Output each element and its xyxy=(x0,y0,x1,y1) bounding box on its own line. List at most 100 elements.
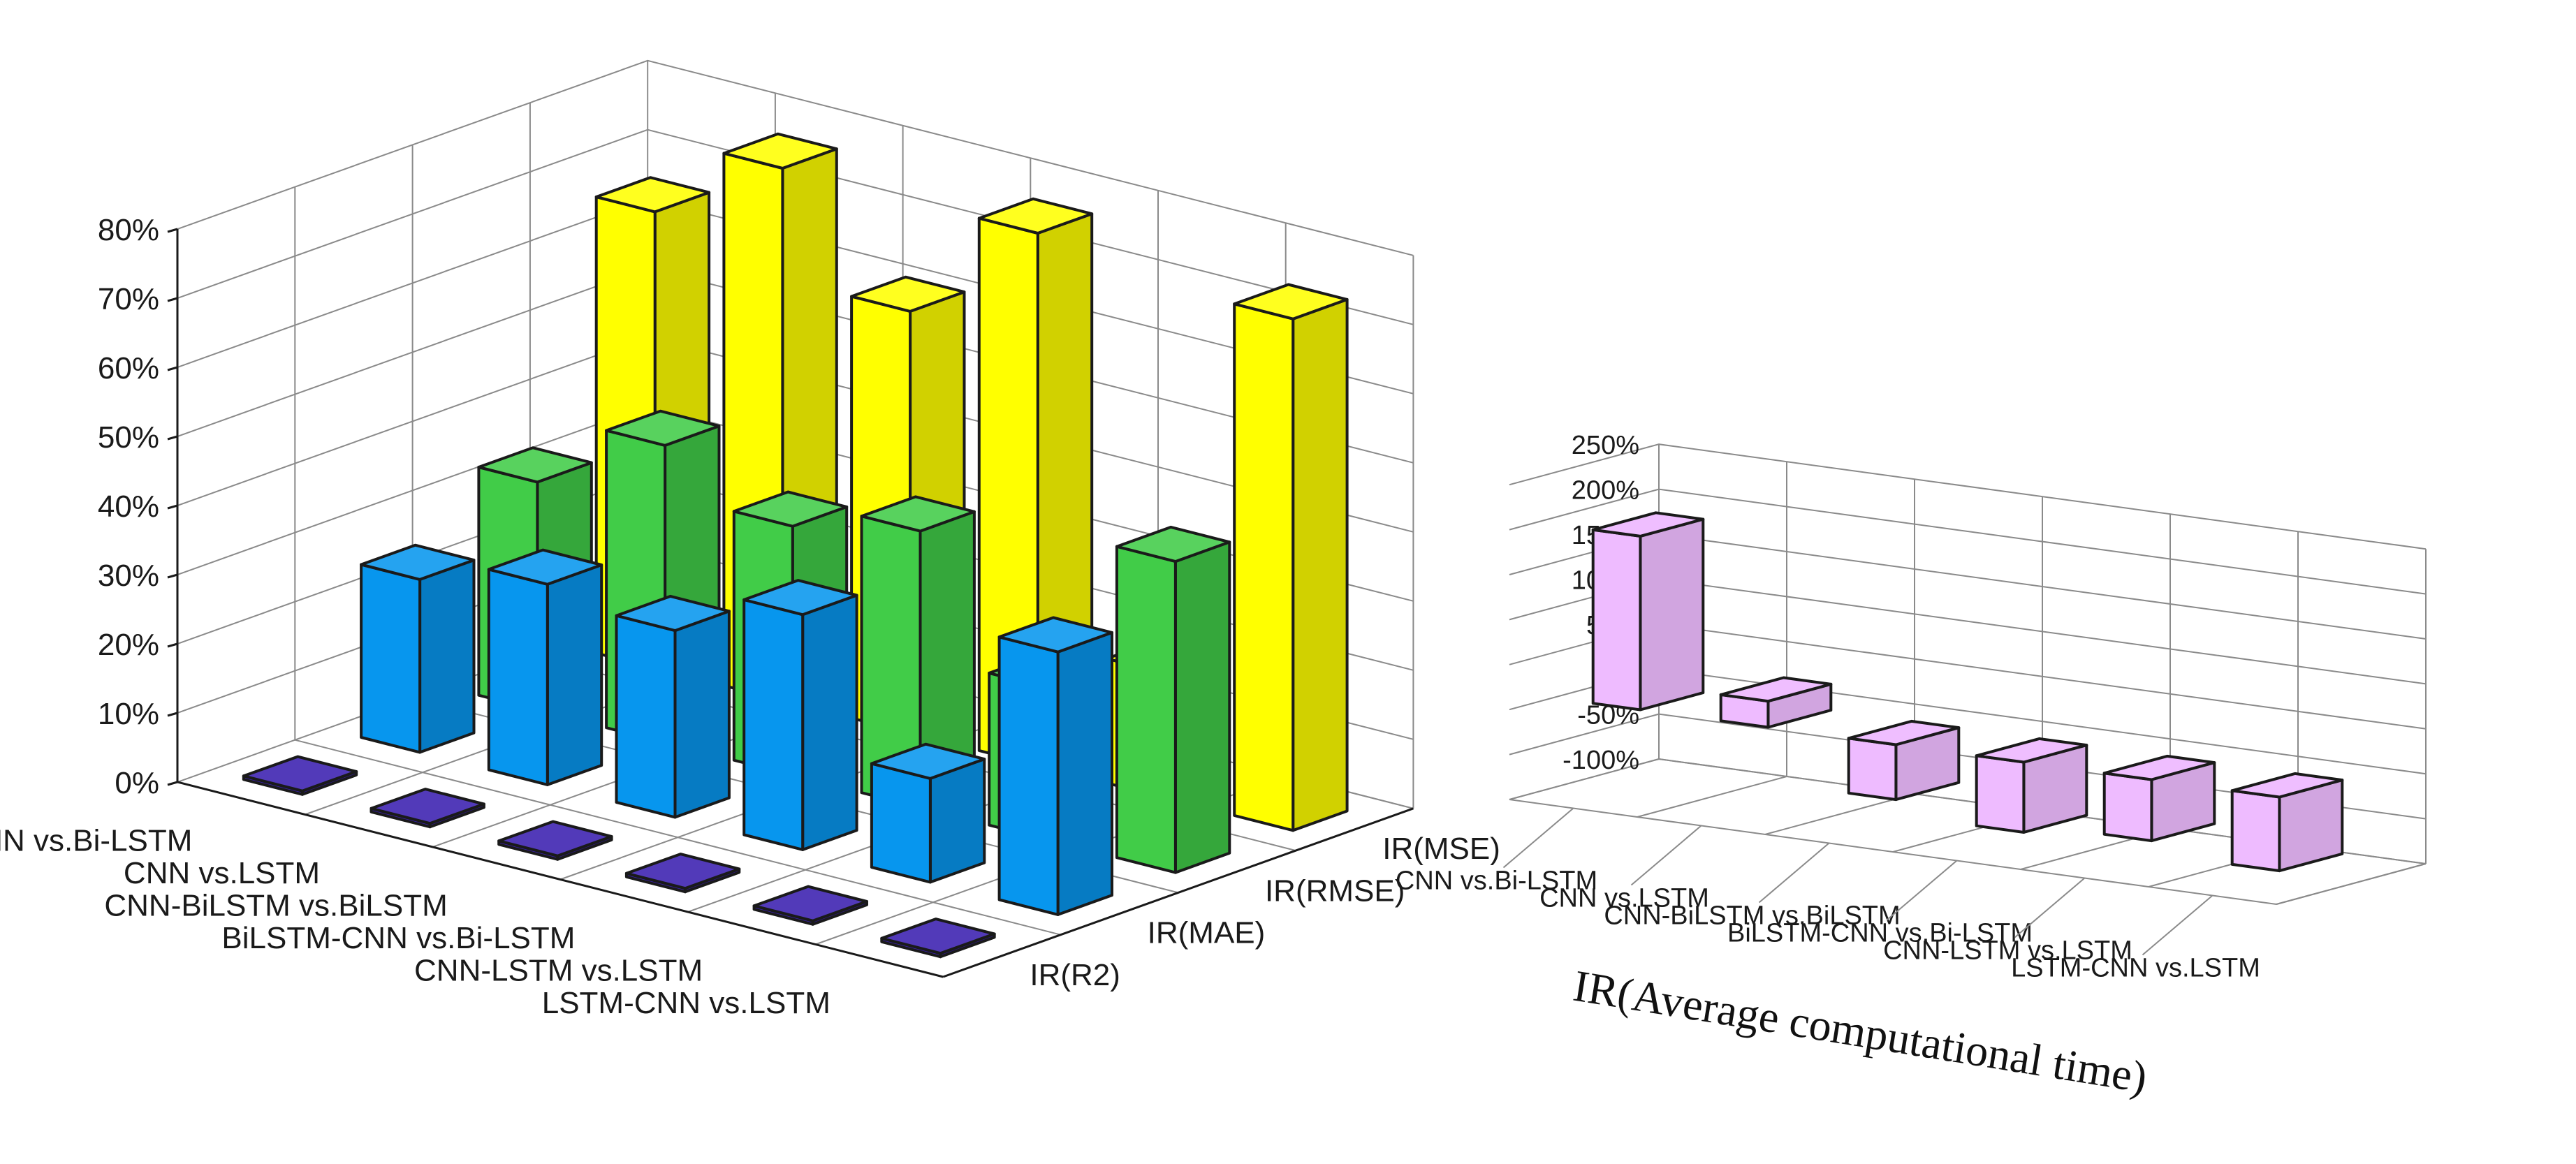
x-axis-line xyxy=(177,781,944,978)
bar-top-face xyxy=(477,446,593,484)
bar-top-face xyxy=(1975,737,2088,764)
category-tick-mark xyxy=(1502,807,1574,869)
bar-ir-rmse-6 xyxy=(1115,525,1231,874)
bar-side-face xyxy=(673,610,731,819)
category-tick-mark xyxy=(1758,842,1830,904)
z-tick-mark xyxy=(167,504,178,510)
bar-side-face xyxy=(928,758,986,884)
z-tick-label: 80% xyxy=(98,213,159,247)
z-tick-mark xyxy=(167,366,178,371)
bar-top-face xyxy=(1591,511,1705,538)
left-z-tick-labels: 0% 10% 20% 30% 40% 50% 60% 70% 80% xyxy=(98,213,178,800)
bar-ir-mae-5 xyxy=(870,742,986,884)
category-label: LSTM-CNN vs.LSTM xyxy=(542,986,830,1020)
z-tick-label: 0% xyxy=(115,766,159,800)
category-label: CNN-LSTM vs.LSTM xyxy=(414,953,703,987)
depth-axis-line xyxy=(2276,863,2427,905)
floor-grid-line xyxy=(1764,793,1915,835)
bar-top-face xyxy=(594,176,711,214)
bar-side-face xyxy=(1173,540,1231,874)
bar-top-face xyxy=(722,132,838,170)
bar-ir-r2-6 xyxy=(880,918,996,959)
bar-top-face xyxy=(487,548,603,586)
bar-1 xyxy=(1591,511,1705,712)
category-tick-mark xyxy=(1886,860,1958,921)
bar-top-face xyxy=(2230,772,2344,799)
bar-side-face xyxy=(1056,631,1113,916)
bar-top-face xyxy=(860,495,976,533)
category-label: LSTM-CNN vs.LSTM xyxy=(2011,954,2260,983)
bar-front-face xyxy=(2102,772,2153,843)
left-depth-labels: IR(R2) IR(MAE) IR(RMSE) IR(MSE) xyxy=(1030,832,1500,992)
bar-front-face xyxy=(870,762,932,884)
bar-ir-mse-6 xyxy=(1233,283,1349,832)
floor-grid-line xyxy=(295,739,1061,936)
bar-6 xyxy=(2230,772,2344,873)
z-tick-mark xyxy=(167,573,178,579)
bar-front-face xyxy=(1975,754,2026,834)
bar-ir-r2-5 xyxy=(752,885,868,926)
bar-top-face xyxy=(1847,719,1961,746)
z-tick-label: 50% xyxy=(98,420,159,455)
bar-side-face xyxy=(1291,297,1349,832)
bar-top-face xyxy=(742,579,858,617)
z-tick-label: 40% xyxy=(98,489,159,524)
bar-top-face xyxy=(870,742,986,780)
bar-4 xyxy=(1975,737,2088,834)
bar-front-face xyxy=(487,568,549,786)
left-3d-bar-chart: 0% 10% 20% 30% 40% 50% 60% 70% 80% CNN vs.Bi-LST… xyxy=(0,59,1500,1020)
category-label: BiLSTM-CNN vs.Bi-LSTM xyxy=(1727,919,2033,948)
z-tick-label: 60% xyxy=(98,351,159,385)
bar-top-face xyxy=(615,594,731,633)
depth-axis-line xyxy=(942,807,1414,978)
z-tick-mark xyxy=(167,435,178,441)
bar-ir-r2-3 xyxy=(497,820,613,861)
category-label: CNN vs.LSTM xyxy=(1539,884,1709,913)
bar-ir-mae-4 xyxy=(742,579,858,851)
x-axis-line xyxy=(1509,799,2277,905)
bar-front-face xyxy=(360,563,422,754)
bar-top-face xyxy=(752,885,868,922)
bar-top-face xyxy=(1233,283,1349,321)
depth-label: IR(MAE) xyxy=(1148,916,1266,950)
bar-ir-r2-2 xyxy=(369,788,485,829)
bar-front-face xyxy=(1847,737,1898,802)
category-tick-mark xyxy=(2142,894,2213,956)
bar-side-face xyxy=(1639,517,1705,712)
bar-front-face xyxy=(2230,789,2281,873)
z-tick-mark xyxy=(167,642,178,648)
bar-3 xyxy=(1847,719,1961,802)
bar-side-face xyxy=(801,594,858,851)
left-bars xyxy=(242,132,1349,959)
category-label: CNN vs.LSTM xyxy=(124,856,320,890)
floor-grid-line xyxy=(1637,776,1787,818)
depth-label: IR(RMSE) xyxy=(1265,874,1405,908)
bar-top-face xyxy=(1115,525,1231,563)
bar-front-face xyxy=(997,635,1060,916)
z-tick-label: 70% xyxy=(98,282,159,316)
bar-front-face xyxy=(1233,302,1295,832)
bar-front-face xyxy=(1115,545,1177,874)
bar-front-face xyxy=(742,598,805,851)
bar-top-face xyxy=(880,918,996,955)
category-tick-mark xyxy=(2014,877,2086,938)
bar-front-face xyxy=(1591,528,1642,712)
bar-top-face xyxy=(732,490,849,528)
bar-top-face xyxy=(497,820,613,857)
category-label: BiLSTM-CNN vs.Bi-LSTM xyxy=(221,921,575,955)
bar-top-face xyxy=(977,197,1094,235)
category-label: CNN-BiLSTM vs.BiLSTM xyxy=(1604,901,1900,931)
right-3d-bar-chart: -100%-50%0%50%100%150%200%250% CNN vs.Bi… xyxy=(1396,431,2427,1103)
z-tick-label: 10% xyxy=(98,697,159,731)
bar-ir-r2-1 xyxy=(242,755,358,796)
floor-grid-line xyxy=(1509,758,1660,800)
z-tick-label: 200% xyxy=(1572,476,1639,506)
z-tick-mark xyxy=(167,712,178,717)
z-tick-label: 250% xyxy=(1572,431,1639,460)
category-label: CNN vs.Bi-LSTM xyxy=(1396,867,1597,896)
depth-label: IR(MSE) xyxy=(1382,832,1500,866)
z-tick-mark xyxy=(167,781,178,786)
